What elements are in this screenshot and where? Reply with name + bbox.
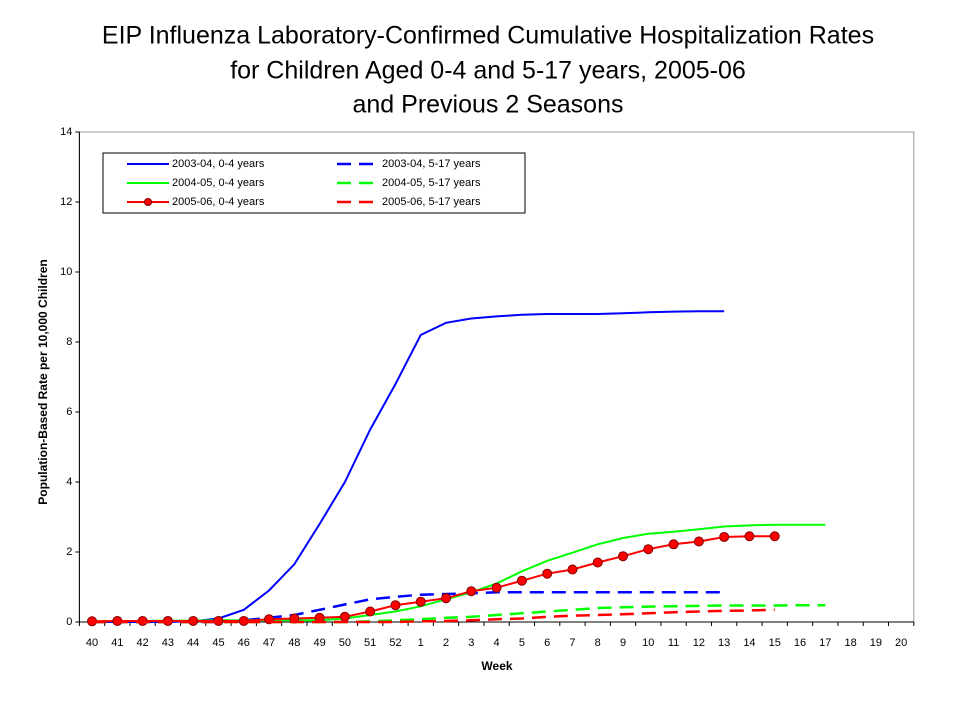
marker bbox=[592, 557, 603, 568]
series-line bbox=[92, 591, 725, 624]
y-tick-label: 10 bbox=[60, 266, 72, 278]
x-tick-label: 47 bbox=[263, 637, 275, 649]
x-tick-label: 51 bbox=[364, 637, 376, 649]
x-tick-label: 6 bbox=[544, 637, 550, 649]
legend-label: 2005-06, 5-17 years bbox=[382, 196, 481, 208]
y-tick-label: 0 bbox=[66, 616, 72, 628]
x-tick-label: 20 bbox=[895, 637, 907, 649]
x-tick-label: 40 bbox=[86, 637, 98, 649]
x-tick-label: 45 bbox=[212, 637, 224, 649]
x-tick-label: 17 bbox=[819, 637, 831, 649]
legend-label: 2003-04, 0-4 years bbox=[172, 158, 265, 170]
marker bbox=[390, 600, 401, 611]
x-tick-label: 18 bbox=[844, 637, 856, 649]
x-tick-label: 46 bbox=[238, 637, 250, 649]
y-tick-label: 8 bbox=[66, 336, 72, 348]
marker bbox=[339, 611, 350, 622]
x-tick-label: 7 bbox=[569, 637, 575, 649]
chart-title: EIP Influenza Laboratory-Confirmed Cumul… bbox=[102, 22, 874, 50]
y-tick-label: 12 bbox=[60, 196, 72, 208]
x-tick-label: 9 bbox=[620, 637, 626, 649]
marker bbox=[415, 596, 426, 607]
marker bbox=[618, 551, 629, 562]
marker bbox=[744, 531, 755, 542]
x-tick-label: 4 bbox=[494, 637, 500, 649]
x-tick-label: 15 bbox=[769, 637, 781, 649]
y-axis-label: Population-Based Rate per 10,000 Childre… bbox=[36, 259, 50, 504]
marker bbox=[516, 575, 527, 586]
x-tick-label: 42 bbox=[136, 637, 148, 649]
x-tick-label: 19 bbox=[870, 637, 882, 649]
x-tick-label: 10 bbox=[642, 637, 654, 649]
y-tick-label: 6 bbox=[66, 406, 72, 418]
marker bbox=[542, 568, 553, 579]
legend-label: 2004-05, 0-4 years bbox=[172, 177, 265, 189]
series-line bbox=[92, 608, 775, 624]
x-tick-label: 12 bbox=[693, 637, 705, 649]
y-tick-label: 14 bbox=[60, 126, 72, 138]
marker bbox=[567, 564, 578, 575]
legend-label: 2003-04, 5-17 years bbox=[382, 158, 481, 170]
y-tick-label: 4 bbox=[66, 476, 72, 488]
marker bbox=[643, 544, 654, 555]
marker bbox=[466, 586, 477, 597]
legend-marker bbox=[144, 198, 152, 206]
x-tick-label: 43 bbox=[162, 637, 174, 649]
x-tick-label: 3 bbox=[468, 637, 474, 649]
marker bbox=[693, 536, 704, 547]
chart-title: for Children Aged 0-4 and 5-17 years, 20… bbox=[230, 57, 746, 85]
x-tick-label: 8 bbox=[595, 637, 601, 649]
x-tick-label: 11 bbox=[668, 637, 679, 649]
x-tick-label: 48 bbox=[288, 637, 300, 649]
x-tick-label: 44 bbox=[187, 637, 199, 649]
x-tick-label: 5 bbox=[519, 637, 525, 649]
x-axis-label: Week bbox=[481, 659, 512, 673]
x-tick-label: 49 bbox=[313, 637, 325, 649]
legend bbox=[102, 152, 526, 214]
marker bbox=[365, 606, 376, 617]
x-tick-label: 14 bbox=[743, 637, 755, 649]
legend-label: 2004-05, 5-17 years bbox=[382, 177, 481, 189]
marker bbox=[769, 531, 780, 542]
x-tick-label: 13 bbox=[718, 637, 730, 649]
marker bbox=[668, 539, 679, 550]
x-tick-label: 41 bbox=[111, 637, 123, 649]
series-line bbox=[92, 310, 725, 623]
marker bbox=[441, 593, 452, 604]
x-tick-label: 2 bbox=[443, 637, 449, 649]
x-tick-label: 50 bbox=[339, 637, 351, 649]
x-tick-label: 52 bbox=[389, 637, 401, 649]
chart-title: and Previous 2 Seasons bbox=[352, 91, 623, 119]
x-tick-label: 16 bbox=[794, 637, 806, 649]
legend-label: 2005-06, 0-4 years bbox=[172, 196, 265, 208]
marker bbox=[491, 582, 502, 593]
y-tick-label: 2 bbox=[66, 546, 72, 558]
x-tick-label: 1 bbox=[418, 637, 424, 649]
marker bbox=[719, 531, 730, 542]
